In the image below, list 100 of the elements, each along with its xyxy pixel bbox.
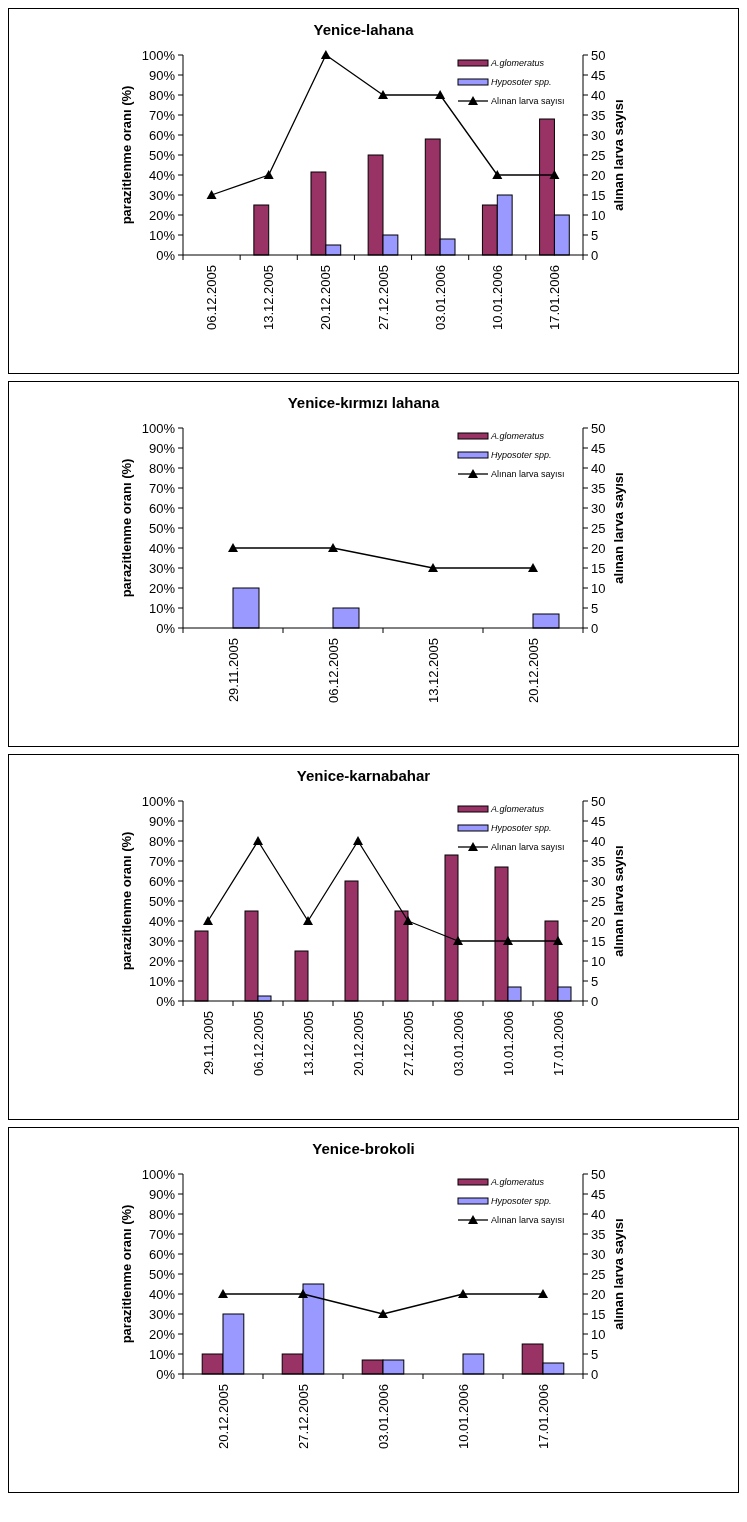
y2-tick-label: 40: [591, 460, 606, 476]
x-tick-label: 20.12.2005: [350, 1011, 366, 1077]
y2-tick-label: 15: [591, 1306, 606, 1322]
point: [203, 916, 213, 925]
y2-axis-title: alınan larva sayısı: [611, 472, 626, 584]
x-tick-label: 27.12.2005: [295, 1384, 311, 1450]
y2-tick-label: 10: [591, 953, 606, 969]
x-tick-label: 03.01.2006: [450, 1011, 466, 1077]
point: [353, 836, 363, 845]
point: [253, 836, 263, 845]
y-tick-label: 90%: [148, 813, 176, 829]
y-tick-label: 30%: [148, 187, 176, 203]
y-tick-label: 70%: [148, 853, 176, 869]
point: [403, 916, 413, 925]
y2-tick-label: 35: [591, 107, 606, 123]
y2-tick-label: 10: [591, 207, 606, 223]
x-tick-label: 06.12.2005: [204, 265, 220, 331]
y2-tick-label: 25: [591, 147, 606, 163]
y-tick-label: 90%: [148, 440, 176, 456]
y2-tick-label: 25: [591, 1266, 606, 1282]
point: [263, 170, 274, 179]
y-tick-label: 40%: [148, 540, 176, 556]
y2-tick-label: 50: [591, 793, 606, 809]
y-tick-label: 10%: [148, 600, 176, 616]
y-tick-label: 80%: [148, 460, 176, 476]
y2-tick-label: 30: [591, 1246, 606, 1262]
y-tick-label: 20%: [148, 207, 176, 223]
point: [553, 936, 563, 945]
y-tick-label: 40%: [148, 913, 176, 929]
y2-tick-label: 40: [591, 1206, 606, 1222]
y-tick-label: 100%: [141, 793, 176, 809]
x-tick-label: 17.01.2006: [535, 1384, 551, 1450]
x-tick-label: 10.01.2006: [500, 1011, 516, 1077]
x-tick-label: 20.12.2005: [318, 265, 334, 331]
legend-label: A.glomeratus: [490, 58, 545, 69]
x-tick-label: 03.01.2006: [375, 1384, 391, 1450]
y2-tick-label: 5: [591, 600, 599, 616]
x-tick-label: 10.01.2006: [455, 1384, 471, 1450]
x-tick-label: 06.12.2005: [250, 1011, 266, 1077]
chart-title: Yenice-karnabahar: [296, 767, 431, 784]
legend-label: Alınan larva sayısı: [491, 469, 565, 480]
point: [453, 936, 463, 945]
legend-label: Alınan larva sayısı: [491, 96, 565, 107]
y-tick-label: 40%: [148, 167, 176, 183]
point: [320, 50, 331, 59]
y2-tick-label: 45: [591, 813, 606, 829]
x-tick-label: 13.12.2005: [425, 638, 441, 704]
point: [206, 190, 217, 199]
y-axis-title: parazitlenme oranı (%): [119, 458, 134, 598]
legend-label: Hyposoter spp.: [491, 77, 552, 88]
chart-title: Yenice-brokoli: [312, 1140, 415, 1157]
chart-title: Yenice-lahana: [313, 21, 415, 38]
y2-tick-label: 35: [591, 480, 606, 496]
y2-tick-label: 45: [591, 440, 606, 456]
y-tick-label: 50%: [148, 1266, 176, 1282]
point: [435, 90, 446, 99]
legend-label: Hyposoter spp.: [491, 1196, 552, 1207]
y2-tick-label: 20: [591, 167, 606, 183]
y2-axis-title: alınan larva sayısı: [611, 1218, 626, 1330]
legend-label: Hyposoter spp.: [491, 823, 552, 834]
point: [492, 170, 503, 179]
y2-tick-label: 50: [591, 1166, 606, 1182]
y2-axis-title: alınan larva sayısı: [611, 99, 626, 211]
y-tick-label: 0%: [156, 993, 176, 1009]
y2-tick-label: 25: [591, 520, 606, 536]
x-tick-label: 17.01.2006: [546, 265, 562, 331]
y-axis-title: parazitlenme oranı (%): [119, 831, 134, 971]
y-tick-label: 30%: [148, 1306, 176, 1322]
y-tick-label: 70%: [148, 1226, 176, 1242]
y2-tick-label: 40: [591, 833, 606, 849]
y-tick-label: 90%: [148, 67, 176, 83]
y-tick-label: 30%: [148, 560, 176, 576]
y-tick-label: 70%: [148, 107, 176, 123]
y2-tick-label: 15: [591, 933, 606, 949]
y2-tick-label: 15: [591, 560, 606, 576]
y-tick-label: 30%: [148, 933, 176, 949]
x-tick-label: 13.12.2005: [261, 265, 277, 331]
legend-label: A.glomeratus: [490, 1177, 545, 1188]
y-tick-label: 100%: [141, 47, 176, 63]
x-tick-label: 17.01.2006: [550, 1011, 566, 1077]
x-tick-label: 20.12.2005: [525, 638, 541, 704]
y2-tick-label: 30: [591, 500, 606, 516]
point: [303, 916, 313, 925]
y-tick-label: 20%: [148, 1326, 176, 1342]
x-tick-label: 29.11.2005: [200, 1011, 216, 1076]
point: [378, 90, 388, 99]
y-tick-label: 90%: [148, 1186, 176, 1202]
x-tick-label: 20.12.2005: [215, 1384, 231, 1450]
y-tick-label: 80%: [148, 833, 176, 849]
y2-tick-label: 0: [591, 1366, 599, 1382]
y2-tick-label: 25: [591, 893, 606, 909]
x-tick-label: 10.01.2006: [489, 265, 505, 331]
y-tick-label: 20%: [148, 580, 176, 596]
x-tick-label: 29.11.2005: [225, 638, 241, 703]
y-tick-label: 50%: [148, 893, 176, 909]
y-tick-label: 0%: [156, 247, 176, 263]
y2-tick-label: 5: [591, 973, 599, 989]
x-tick-label: 27.12.2005: [375, 265, 391, 331]
y-axis-title: parazitlenme oranı (%): [119, 85, 134, 225]
y2-tick-label: 20: [591, 540, 606, 556]
